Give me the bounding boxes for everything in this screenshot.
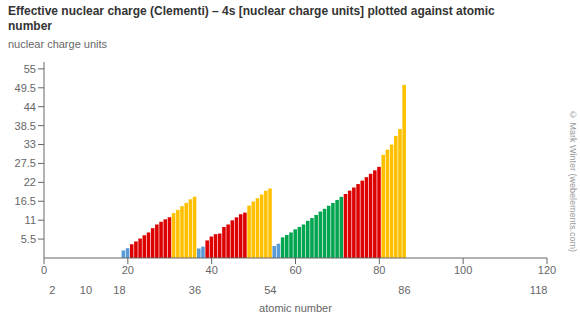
svg-text:60: 60: [289, 264, 301, 276]
html-text:© Mark Winter (webelements.com: © Mark Winter (webelements.com): [568, 110, 578, 252]
svg-text:0: 0: [41, 264, 47, 276]
html-text:nuclear charge units: nuclear charge units: [8, 38, 108, 50]
svg-text:11: 11: [25, 214, 36, 226]
svg-text:100: 100: [454, 264, 472, 276]
svg-text:80: 80: [373, 264, 385, 276]
svg-text:40: 40: [206, 264, 218, 276]
svg-text:20: 20: [122, 264, 134, 276]
svg-text:54: 54: [264, 284, 276, 296]
html-text:number: number: [8, 19, 52, 33]
svg-text:18: 18: [113, 284, 125, 296]
svg-text:16.5: 16.5: [15, 195, 36, 207]
svg-text:36: 36: [189, 284, 201, 296]
svg-text:118: 118: [530, 284, 548, 296]
svg-text:38.5: 38.5: [15, 120, 36, 132]
svg-text:22: 22: [24, 176, 36, 188]
svg-text:86: 86: [398, 284, 410, 296]
svg-text:27.5: 27.5: [15, 157, 36, 169]
svg-text:10: 10: [80, 284, 92, 296]
svg-text:2: 2: [49, 284, 55, 296]
svg-text:49.5: 49.5: [15, 82, 36, 94]
html-text:Effective nuclear charge (Clem: Effective nuclear charge (Clementi) – 4s…: [8, 4, 495, 18]
svg-text:5.5: 5.5: [21, 233, 36, 245]
svg-text:atomic number: atomic number: [259, 302, 332, 312]
svg-text:44: 44: [24, 101, 36, 113]
svg-text:33: 33: [24, 138, 36, 150]
svg-text:120: 120: [538, 264, 556, 276]
svg-text:55: 55: [24, 63, 36, 75]
